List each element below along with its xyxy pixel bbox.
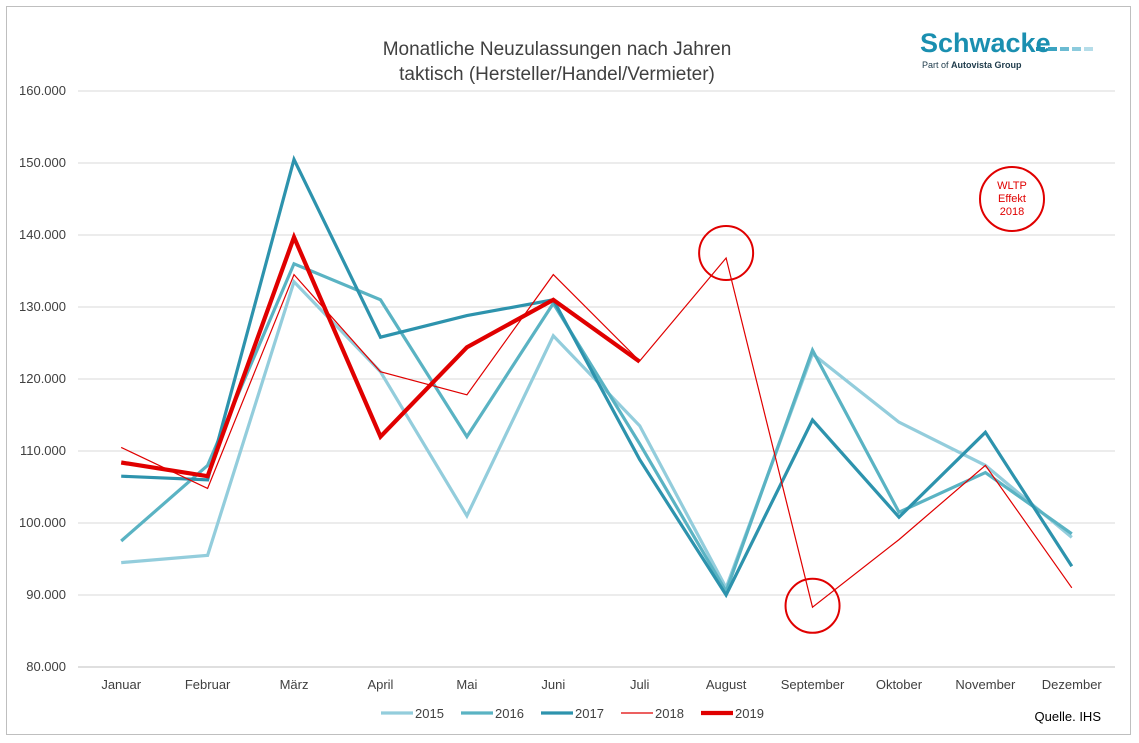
legend-item-2019: 2019	[701, 706, 764, 721]
note-text: 2018	[1000, 206, 1024, 218]
logo-subline: Part of Autovista Group	[922, 60, 1022, 70]
legend-label: 2018	[655, 706, 684, 721]
chart-frame	[6, 6, 1131, 735]
series-line-2017	[121, 154, 1074, 599]
y-axis-ticks: 80.000 90.000 100.000 110.000 120.000 130.000…	[19, 83, 66, 674]
source-label: Quelle. IHS	[1035, 709, 1102, 724]
series-lines	[120, 154, 1074, 609]
y-tick-label: 80.000	[26, 659, 66, 674]
x-axis-ticks: Januar Februar März April Mai Juni Juli August S…	[101, 677, 1102, 692]
gridlines	[78, 90, 1115, 668]
x-tick-label: Juli	[630, 677, 650, 692]
x-tick-label: März	[280, 677, 309, 692]
x-tick-label: August	[706, 677, 747, 692]
note-text: WLTP	[997, 180, 1027, 192]
note-text: Effekt	[998, 193, 1026, 205]
x-tick-label: Januar	[101, 677, 141, 692]
chart-title-line-2: taktisch (Hersteller/Handel/Vermieter)	[399, 64, 715, 85]
series-line-2018	[120, 256, 1073, 609]
x-tick-label: April	[367, 677, 393, 692]
highlight-circle	[698, 225, 755, 281]
y-tick-label: 150.000	[19, 155, 66, 170]
legend: 2015 2016 2017 2018 2019	[381, 706, 764, 721]
legend-item-2018: 2018	[621, 706, 684, 721]
x-tick-label: Oktober	[876, 677, 923, 692]
legend-label: 2016	[495, 706, 524, 721]
y-tick-label: 160.000	[19, 83, 66, 98]
note-circle	[979, 166, 1045, 232]
legend-label: 2015	[415, 706, 444, 721]
legend-label: 2019	[735, 706, 764, 721]
x-tick-label: Mai	[456, 677, 477, 692]
y-tick-label: 140.000	[19, 227, 66, 242]
legend-label: 2017	[575, 706, 604, 721]
legend-item-2017: 2017	[541, 706, 604, 721]
x-tick-label: September	[781, 677, 845, 692]
x-tick-label: Dezember	[1042, 677, 1103, 692]
series-line-2015	[121, 278, 1073, 592]
schwacke-logo: Schwacke Part of Autovista Group	[920, 28, 1093, 70]
x-tick-label: Februar	[185, 677, 231, 692]
logo-name: Schwacke	[920, 28, 1051, 58]
y-tick-label: 110.000	[20, 443, 66, 458]
legend-item-2015: 2015	[381, 706, 444, 721]
series-line-2016	[120, 261, 1073, 596]
chart-title-line-1: Monatliche Neuzulassungen nach Jahren	[383, 39, 732, 60]
legend-item-2016: 2016	[461, 706, 524, 721]
x-tick-label: Juni	[541, 677, 565, 692]
series-line-2019	[120, 231, 641, 479]
y-tick-label: 120.000	[19, 371, 66, 386]
x-tick-label: November	[955, 677, 1016, 692]
y-tick-label: 90.000	[26, 587, 66, 602]
y-tick-label: 130.000	[19, 299, 66, 314]
highlight-circle	[784, 577, 841, 634]
y-tick-label: 100.000	[19, 515, 66, 530]
logo-dashes-icon	[1036, 47, 1093, 51]
